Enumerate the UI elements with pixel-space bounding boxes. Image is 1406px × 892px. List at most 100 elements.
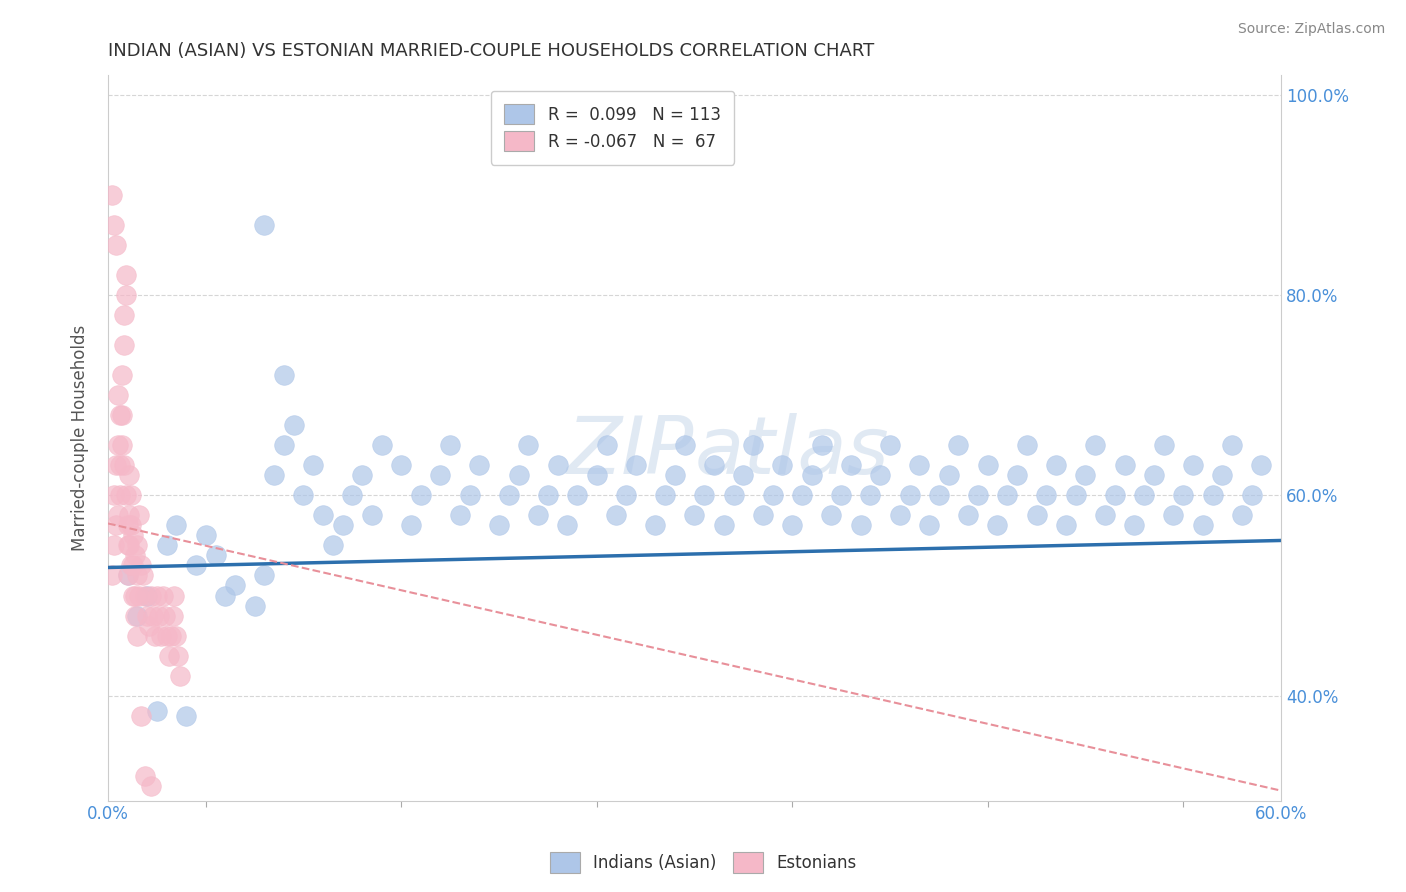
- Point: [111, 409, 134, 423]
- Point: [194, 528, 217, 542]
- Point: [713, 518, 735, 533]
- Point: [361, 508, 384, 523]
- Point: [152, 589, 174, 603]
- Point: [908, 458, 931, 473]
- Point: [918, 518, 941, 533]
- Point: [859, 488, 882, 502]
- Point: [527, 508, 550, 523]
- Point: [120, 518, 142, 533]
- Point: [1250, 458, 1272, 473]
- Point: [752, 508, 775, 523]
- Point: [101, 188, 124, 202]
- Y-axis label: Married-couple Households: Married-couple Households: [72, 325, 89, 551]
- Point: [263, 468, 285, 483]
- Point: [820, 508, 842, 523]
- Point: [409, 488, 432, 502]
- Point: [1045, 458, 1067, 473]
- Point: [134, 769, 156, 783]
- Point: [664, 468, 686, 483]
- Point: [134, 589, 156, 603]
- Point: [458, 488, 481, 502]
- Point: [143, 628, 166, 642]
- Point: [898, 488, 921, 502]
- Point: [122, 528, 145, 542]
- Point: [253, 568, 276, 582]
- Point: [253, 219, 276, 233]
- Point: [148, 608, 170, 623]
- Point: [830, 488, 852, 502]
- Point: [162, 608, 184, 623]
- Point: [156, 539, 179, 553]
- Point: [204, 549, 226, 563]
- Point: [117, 539, 139, 553]
- Point: [1025, 508, 1047, 523]
- Point: [163, 589, 186, 603]
- Point: [114, 488, 136, 502]
- Point: [273, 368, 295, 383]
- Point: [733, 468, 755, 483]
- Point: [132, 568, 155, 582]
- Point: [103, 488, 125, 502]
- Point: [468, 458, 491, 473]
- Point: [967, 488, 990, 502]
- Point: [104, 238, 127, 252]
- Point: [957, 508, 980, 523]
- Point: [1094, 508, 1116, 523]
- Point: [124, 608, 146, 623]
- Point: [1153, 438, 1175, 452]
- Point: [995, 488, 1018, 502]
- Point: [389, 458, 412, 473]
- Point: [127, 608, 149, 623]
- Point: [122, 558, 145, 573]
- Point: [169, 668, 191, 682]
- Point: [139, 589, 162, 603]
- Point: [112, 338, 135, 352]
- Point: [332, 518, 354, 533]
- Point: [1123, 518, 1146, 533]
- Point: [498, 488, 520, 502]
- Point: [118, 468, 141, 483]
- Point: [224, 578, 246, 592]
- Point: [948, 438, 970, 452]
- Point: [839, 458, 862, 473]
- Point: [1240, 488, 1263, 502]
- Point: [243, 599, 266, 613]
- Point: [517, 438, 540, 452]
- Point: [1230, 508, 1253, 523]
- Point: [654, 488, 676, 502]
- Point: [557, 518, 579, 533]
- Point: [810, 438, 832, 452]
- Point: [174, 708, 197, 723]
- Point: [112, 458, 135, 473]
- Point: [849, 518, 872, 533]
- Point: [159, 628, 181, 642]
- Point: [1005, 468, 1028, 483]
- Point: [429, 468, 451, 483]
- Point: [117, 568, 139, 582]
- Point: [114, 268, 136, 283]
- Point: [167, 648, 190, 663]
- Point: [128, 589, 150, 603]
- Point: [124, 589, 146, 603]
- Point: [370, 438, 392, 452]
- Point: [120, 488, 142, 502]
- Point: [283, 418, 305, 433]
- Point: [107, 508, 129, 523]
- Point: [165, 628, 187, 642]
- Point: [122, 589, 145, 603]
- Point: [1133, 488, 1156, 502]
- Text: INDIAN (ASIAN) VS ESTONIAN MARRIED-COUPLE HOUSEHOLDS CORRELATION CHART: INDIAN (ASIAN) VS ESTONIAN MARRIED-COUPL…: [108, 42, 875, 60]
- Point: [1074, 468, 1097, 483]
- Point: [703, 458, 725, 473]
- Point: [1104, 488, 1126, 502]
- Point: [146, 589, 169, 603]
- Text: atlas: atlas: [695, 413, 889, 491]
- Point: [1143, 468, 1166, 483]
- Point: [322, 539, 344, 553]
- Text: Source: ZipAtlas.com: Source: ZipAtlas.com: [1237, 22, 1385, 37]
- Point: [129, 708, 152, 723]
- Point: [1064, 488, 1087, 502]
- Point: [439, 438, 461, 452]
- Point: [673, 438, 696, 452]
- Point: [108, 458, 131, 473]
